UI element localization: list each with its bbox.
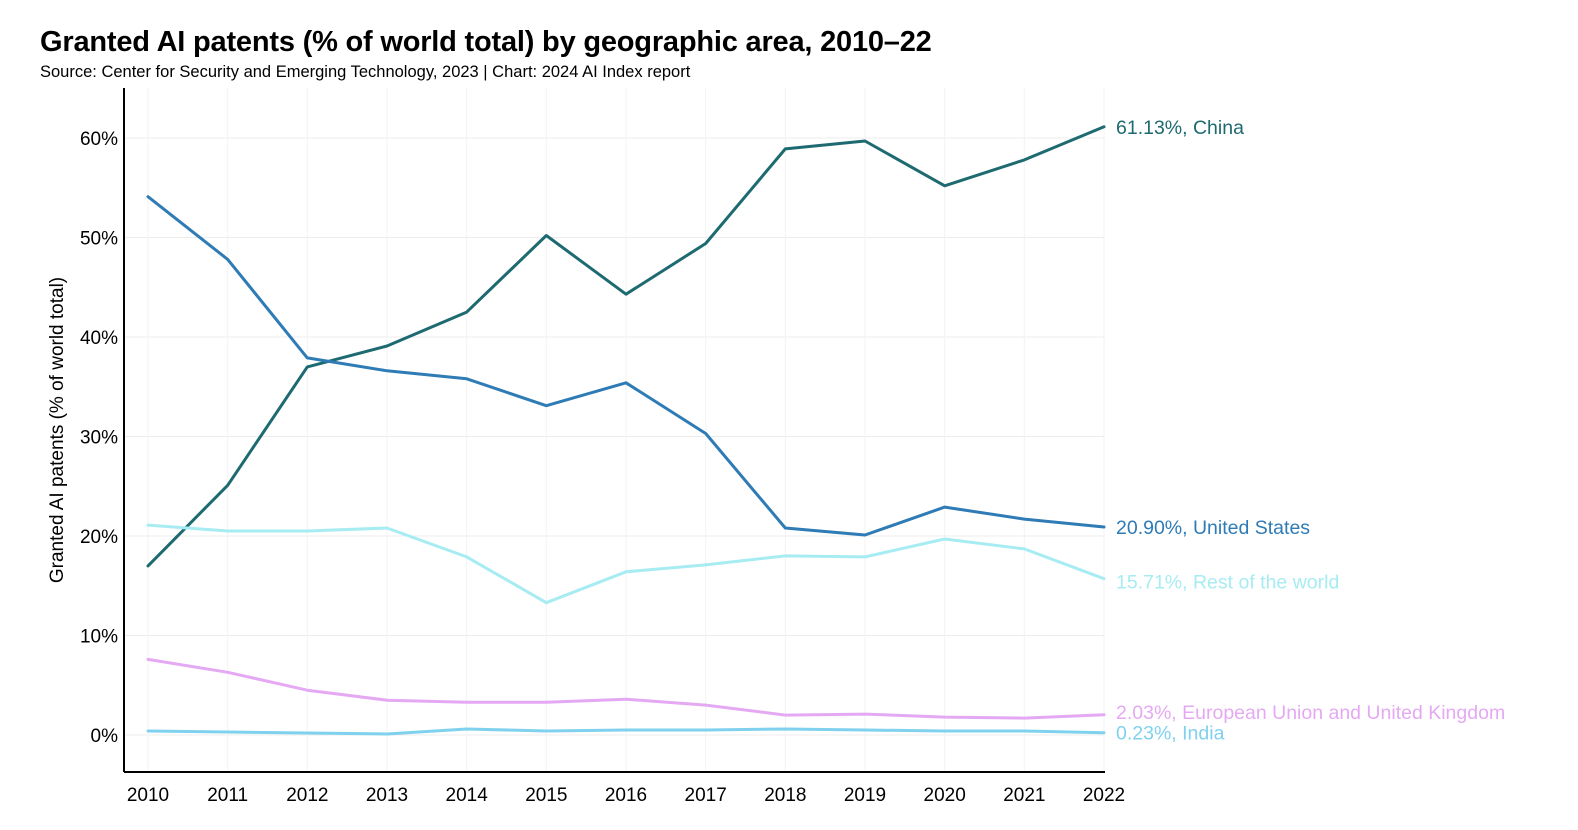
x-tick-label: 2020 <box>924 785 966 806</box>
axes <box>123 88 1105 773</box>
x-tick-label: 2015 <box>525 785 567 806</box>
series-end-label: 15.71%, Rest of the world <box>1116 572 1339 594</box>
y-axis-label: Granted AI patents (% of world total) <box>47 277 68 583</box>
series-end-label: 61.13%, China <box>1116 117 1244 139</box>
y-tick-label: 60% <box>80 129 118 150</box>
x-tick-label: 2017 <box>685 785 727 806</box>
series-line-united-states <box>146 195 1106 537</box>
x-tick-label: 2010 <box>127 785 169 806</box>
y-tick-label: 10% <box>80 627 118 648</box>
series-end-label: 20.90%, United States <box>1116 517 1310 539</box>
grid-lines <box>124 88 1105 772</box>
x-tick-label: 2022 <box>1083 785 1125 806</box>
y-tick-label: 20% <box>80 527 118 548</box>
x-tick-label: 2012 <box>286 785 328 806</box>
series-end-label: 0.23%, India <box>1116 723 1225 745</box>
x-tick-label: 2021 <box>1003 785 1045 806</box>
y-tick-label: 40% <box>80 328 118 349</box>
x-tick-label: 2014 <box>446 785 489 806</box>
x-tick-label: 2019 <box>844 785 886 806</box>
chart-title: Granted AI patents (% of world total) by… <box>40 26 932 58</box>
y-tick-label: 50% <box>80 229 118 250</box>
series-line-china <box>146 125 1106 568</box>
series-end-labels: 61.13%, China 20.90%, United States 15.71%… <box>1116 117 1505 745</box>
x-tick-label: 2016 <box>605 785 647 806</box>
x-tick-label: 2018 <box>764 785 806 806</box>
x-tick-label: 2011 <box>207 785 248 806</box>
y-tick-label: 0% <box>91 726 119 747</box>
x-tick-label: 2013 <box>366 785 408 806</box>
series-line-india <box>146 727 1106 736</box>
series-lines <box>146 125 1106 736</box>
y-tick-labels: 0% 10% 20% 30% 40% 50% 60% <box>80 129 118 747</box>
chart-subtitle: Source: Center for Security and Emerging… <box>40 63 691 81</box>
x-tick-labels: 2010 2011 2012 2013 2014 2015 2016 2017 2018 2019… <box>127 785 1125 806</box>
series-line-european-union-and-united-kingdom <box>146 657 1106 720</box>
series-end-label: 2.03%, European Union and United Kingdom <box>1116 702 1505 724</box>
series-line-rest-of-the-world <box>146 523 1106 605</box>
y-tick-label: 30% <box>80 428 118 449</box>
